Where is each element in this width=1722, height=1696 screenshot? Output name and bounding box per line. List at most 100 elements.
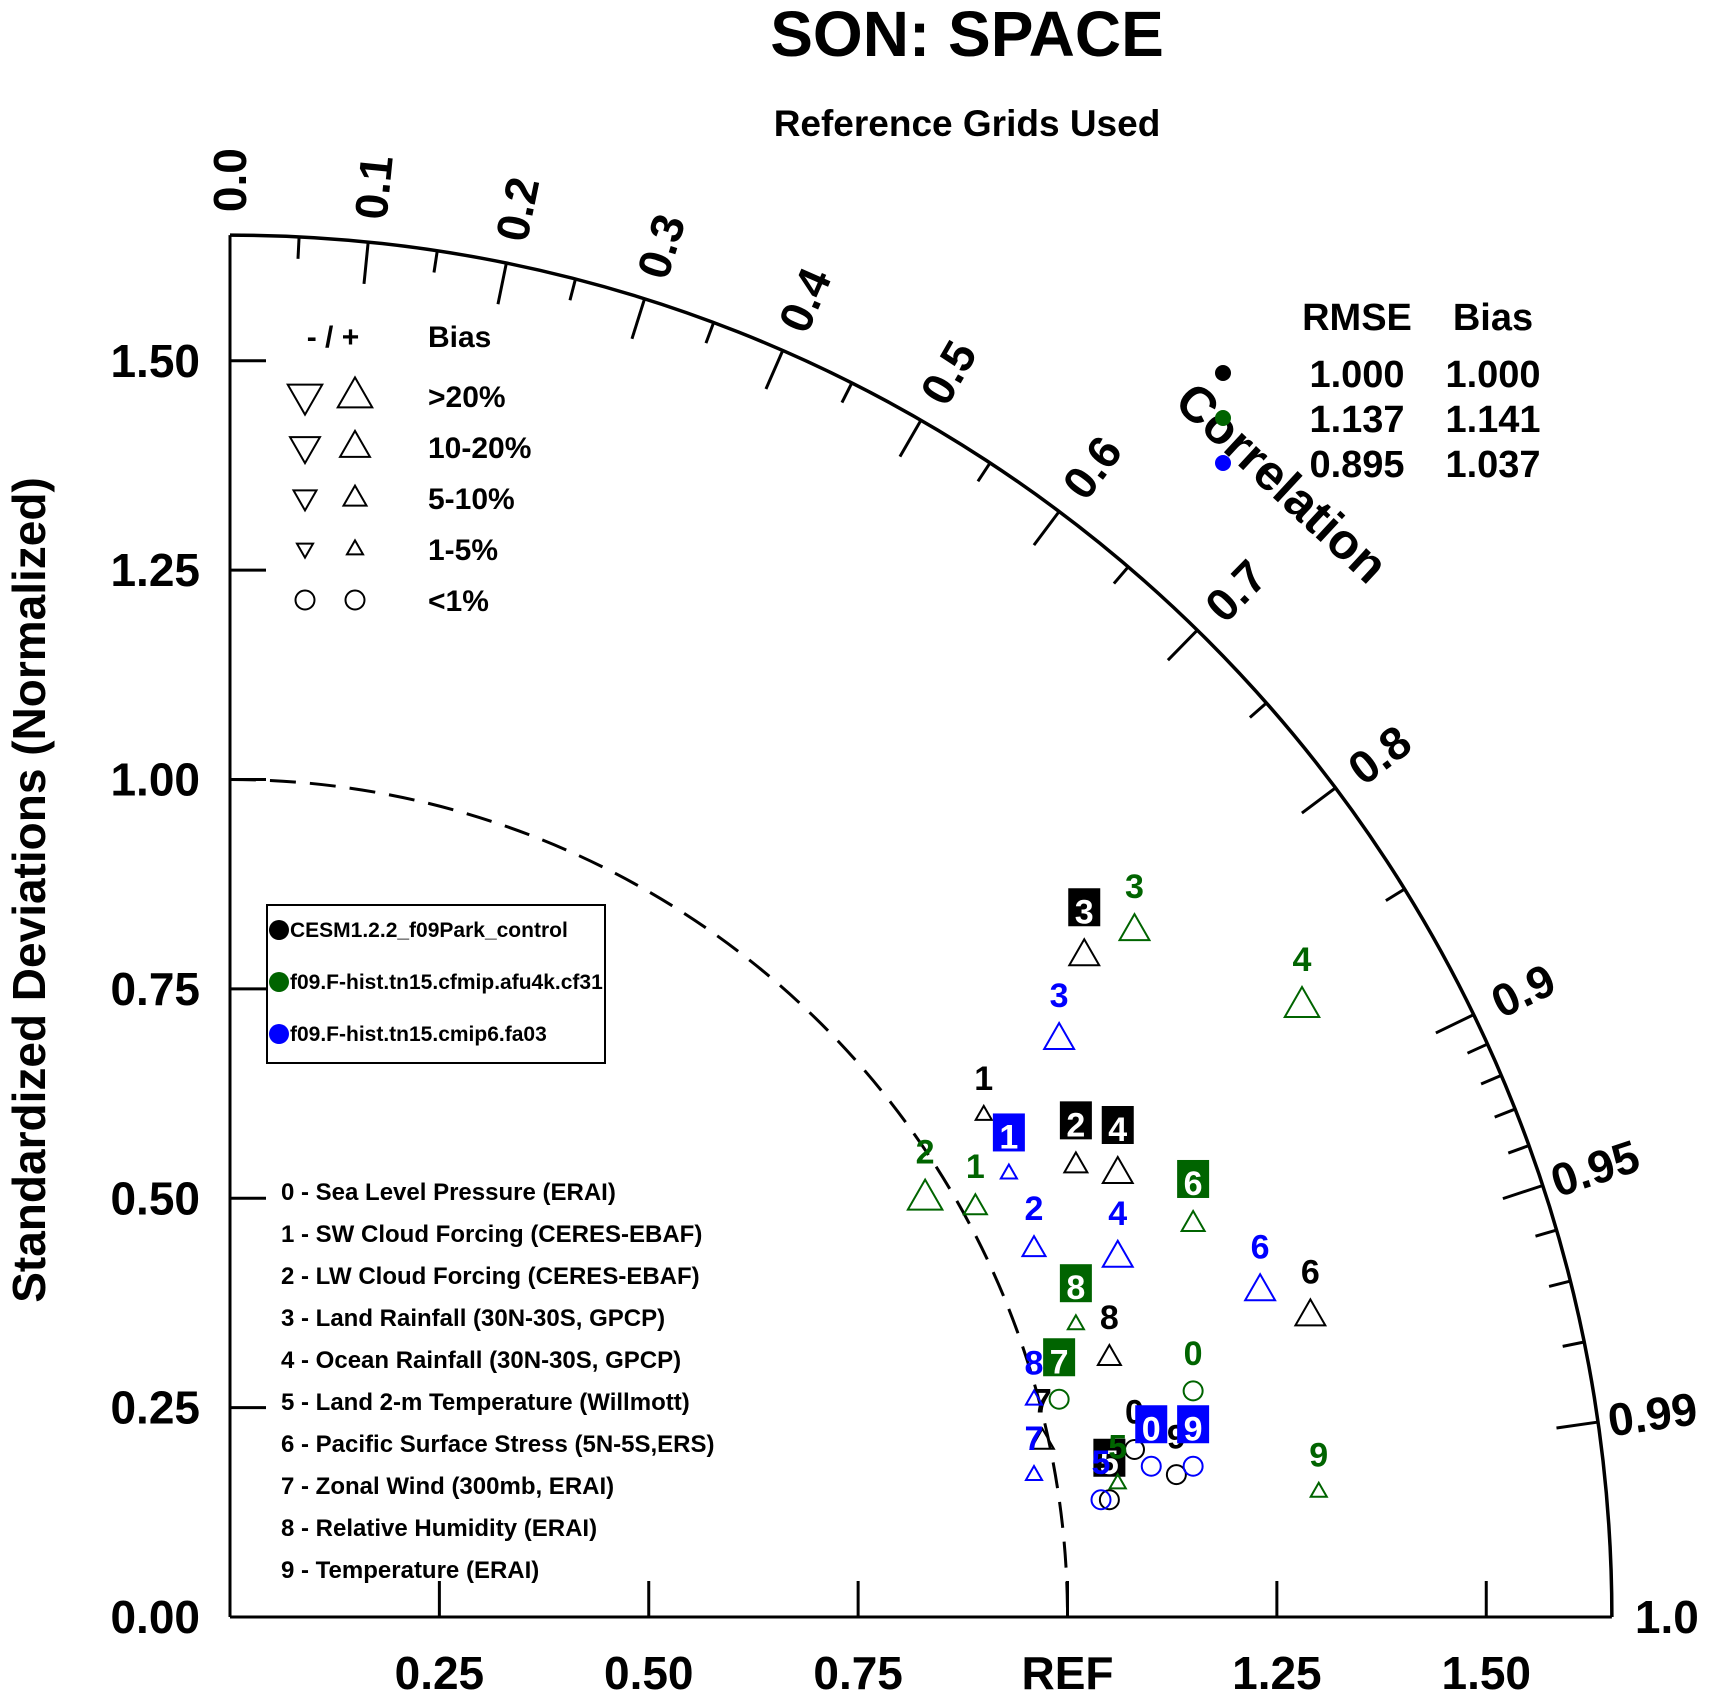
correlation-tick-mark bbox=[1032, 510, 1061, 546]
correlation-tick-label: 0.99 bbox=[1605, 1382, 1701, 1446]
point-label: 3 bbox=[1075, 893, 1094, 931]
stats-row-dot bbox=[1215, 410, 1231, 426]
case-legend: CESM1.2.2_f09Park_control f09.F-hist.tn15… bbox=[266, 904, 606, 1064]
correlation-tick-label: 0.4 bbox=[768, 260, 841, 340]
bias-legend-label: 5-10% bbox=[428, 483, 515, 516]
point-marker-circle bbox=[1165, 1464, 1187, 1486]
point-marker-circle bbox=[1140, 1455, 1162, 1477]
point-label: 2 bbox=[1025, 1190, 1044, 1228]
point-marker-triangle bbox=[1243, 1272, 1277, 1302]
data-point: 8 bbox=[1024, 1345, 1044, 1406]
point-marker-triangle bbox=[1042, 1020, 1076, 1051]
x-tick-label: 0.50 bbox=[604, 1647, 694, 1696]
correlation-tick-mark bbox=[1435, 1013, 1475, 1035]
point-marker-triangle bbox=[999, 1162, 1019, 1180]
reference-arc bbox=[229, 778, 1069, 1618]
correlation-tick-label: 0.2 bbox=[486, 173, 550, 246]
point-label: 5 bbox=[1100, 1444, 1119, 1482]
point-label-box bbox=[1043, 1338, 1076, 1377]
correlation-tick-mark bbox=[898, 419, 923, 458]
point-label: 6 bbox=[1184, 1165, 1203, 1203]
correlation-minor-tick bbox=[1562, 1340, 1585, 1348]
point-marker-triangle bbox=[1283, 985, 1321, 1019]
data-point: 8 bbox=[1059, 1264, 1092, 1331]
correlation-tick-mark bbox=[630, 298, 646, 340]
correlation-minor-tick bbox=[1248, 701, 1268, 719]
point-marker-triangle bbox=[1101, 1238, 1135, 1268]
correlation-arc bbox=[229, 233, 1614, 1618]
point-marker-triangle bbox=[1117, 912, 1152, 942]
point-marker-circle bbox=[1182, 1455, 1204, 1477]
correlation-minor-tick bbox=[432, 250, 439, 273]
y-tick-label: 0.50 bbox=[110, 1172, 200, 1224]
stats-bias-value: 1.141 bbox=[1445, 399, 1540, 441]
correlation-minor-tick bbox=[1385, 887, 1406, 902]
point-marker-triangle bbox=[1308, 1480, 1329, 1498]
bias-legend-up-triangle bbox=[336, 375, 374, 409]
correlation-minor-tick bbox=[1548, 1279, 1571, 1288]
point-label: 4 bbox=[1108, 1195, 1127, 1233]
case-legend-dot bbox=[269, 1024, 289, 1044]
point-marker-circle bbox=[1098, 1489, 1120, 1511]
correlation-minor-tick bbox=[296, 236, 301, 259]
data-point: 7 bbox=[1029, 1383, 1056, 1450]
correlation-minor-tick bbox=[704, 322, 716, 344]
point-label: 6 bbox=[1301, 1253, 1320, 1291]
point-label: 4 bbox=[1108, 1111, 1127, 1149]
point-label: 8 bbox=[1025, 1345, 1044, 1383]
axes bbox=[228, 233, 1614, 1619]
point-label-box bbox=[1093, 1438, 1126, 1477]
point-marker-triangle bbox=[1020, 1234, 1048, 1258]
bias-legend-up-triangle bbox=[345, 538, 365, 556]
point-label: 3 bbox=[1125, 868, 1144, 906]
variable-legend-item: 9 - Temperature (ERAI) bbox=[281, 1557, 539, 1584]
correlation-minor-tick bbox=[568, 278, 577, 301]
stats-bias-value: 1.000 bbox=[1445, 354, 1540, 396]
bias-legend-sign-header: - / + bbox=[307, 321, 360, 354]
correlation-minor-tick bbox=[1494, 1107, 1516, 1119]
ref-label: REF bbox=[1022, 1647, 1114, 1696]
y-tick-label: 1.00 bbox=[110, 754, 200, 806]
data-point: 2 bbox=[906, 1134, 945, 1211]
point-marker-triangle bbox=[1096, 1342, 1123, 1366]
x-tick-label: 1.25 bbox=[1232, 1647, 1322, 1696]
variable-legend-item: 0 - Sea Level Pressure (ERAI) bbox=[281, 1179, 616, 1206]
x-tick-label: 1.50 bbox=[1441, 1647, 1531, 1696]
correlation-tick-label: 0.6 bbox=[1052, 426, 1132, 508]
y-tick-label: 0.00 bbox=[110, 1591, 200, 1643]
bias-legend-label: <1% bbox=[428, 585, 489, 618]
point-marker-triangle bbox=[1179, 1208, 1207, 1232]
correlation-tick-mark bbox=[1166, 629, 1199, 662]
point-marker-triangle bbox=[1062, 1150, 1090, 1174]
correlation-minor-tick bbox=[1112, 565, 1130, 585]
point-label: 6 bbox=[1251, 1228, 1270, 1266]
variable-legend-item: 2 - LW Cloud Forcing (CERES-EBAF) bbox=[281, 1263, 700, 1290]
point-label-box bbox=[1059, 1264, 1092, 1303]
point-marker-triangle bbox=[973, 1103, 994, 1121]
correlation-tick-mark bbox=[764, 349, 785, 390]
variable-legend-item: 6 - Pacific Surface Stress (5N-5S,ERS) bbox=[281, 1431, 715, 1458]
data-point: 3 bbox=[1117, 868, 1152, 942]
stats-header-rmse: RMSE bbox=[1302, 297, 1412, 339]
correlation-tick-label: 0.9 bbox=[1483, 953, 1563, 1028]
variable-legend: 0 - Sea Level Pressure (ERAI) 1 - SW Clou… bbox=[281, 1179, 715, 1584]
point-label-box bbox=[1177, 1159, 1210, 1198]
stats-header-bias: Bias bbox=[1453, 297, 1533, 339]
y-tick-label: 0.75 bbox=[110, 963, 200, 1015]
data-point: 5 bbox=[1090, 1444, 1112, 1511]
correlation-tick-label: 0.8 bbox=[1338, 715, 1420, 795]
point-label: 5 bbox=[1092, 1444, 1111, 1482]
point-marker-circle bbox=[1048, 1388, 1070, 1410]
data-point: 7 bbox=[1024, 1420, 1044, 1481]
stats-row-dot bbox=[1215, 365, 1231, 381]
point-label: 1 bbox=[966, 1148, 985, 1186]
y-axis-label: Standardized Deviations (Normalized) bbox=[3, 477, 55, 1303]
correlation-tick-mark bbox=[1301, 786, 1337, 815]
data-point: 4 bbox=[1283, 941, 1321, 1019]
point-marker-triangle bbox=[1107, 1472, 1128, 1490]
point-marker-triangle bbox=[906, 1177, 945, 1211]
point-marker-triangle bbox=[962, 1192, 989, 1216]
case-legend-box bbox=[266, 904, 606, 1064]
stats-bias-value: 1.037 bbox=[1445, 444, 1540, 486]
